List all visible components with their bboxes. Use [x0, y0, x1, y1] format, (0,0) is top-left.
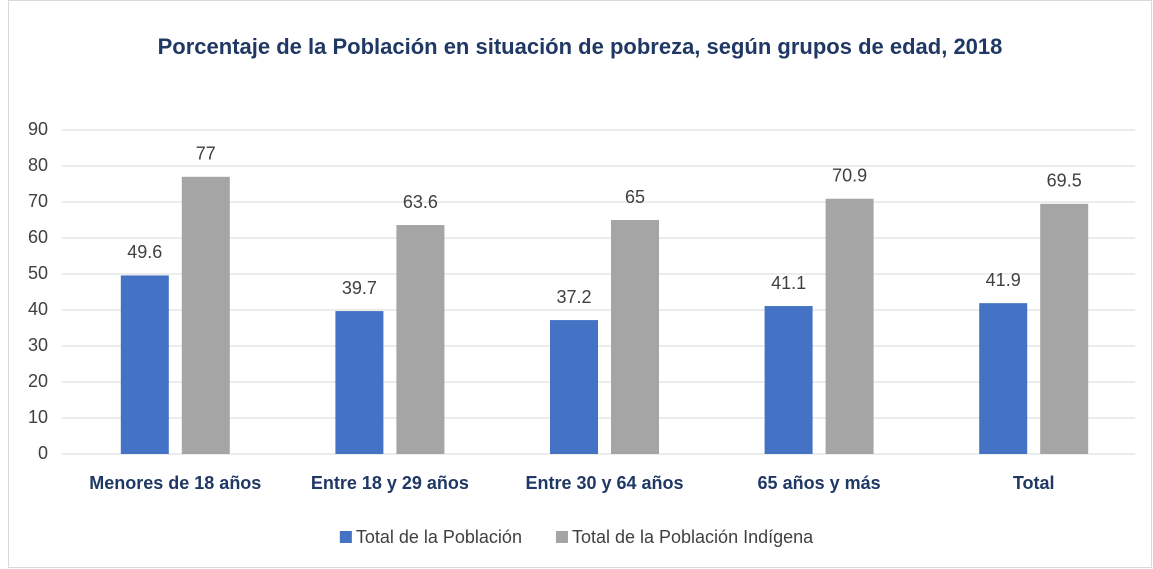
y-tick-label: 30: [28, 335, 48, 355]
legend-swatch: [555, 531, 568, 543]
y-tick-label: 20: [28, 371, 48, 391]
data-label: 70.9: [832, 166, 867, 186]
data-label: 41.1: [771, 273, 806, 293]
y-tick-label: 10: [28, 407, 48, 427]
data-label: 37.2: [556, 287, 591, 307]
y-tick-label: 70: [28, 191, 48, 211]
x-tick-label: Total: [1013, 473, 1055, 493]
bar: [181, 176, 230, 455]
y-tick-label: 60: [28, 227, 48, 247]
bar: [979, 303, 1028, 454]
bar: [825, 198, 874, 454]
y-tick-label: 0: [38, 443, 48, 463]
y-tick-label: 50: [28, 263, 48, 283]
legend-swatch: [339, 531, 352, 543]
data-label: 41.9: [986, 270, 1021, 290]
bar: [120, 275, 169, 454]
data-label: 69.5: [1047, 171, 1082, 191]
data-label: 65: [625, 187, 645, 207]
x-tick-label: Entre 30 y 64 años: [525, 473, 683, 493]
x-tick-label: 65 años y más: [758, 473, 881, 493]
legend-label: Total de la Población: [356, 527, 522, 547]
bar: [611, 220, 659, 454]
data-label: 63.6: [403, 192, 438, 212]
x-tick-label: Entre 18 y 29 años: [311, 473, 469, 493]
y-tick-label: 40: [28, 299, 48, 319]
y-tick-label: 90: [28, 119, 48, 139]
bar: [396, 225, 445, 454]
bar: [550, 320, 598, 454]
bar: [335, 311, 384, 454]
chart-title: Porcentaje de la Población en situación …: [157, 34, 1003, 59]
data-label: 77: [196, 144, 216, 164]
data-label: 49.6: [127, 242, 162, 262]
bar: [1040, 203, 1089, 454]
legend-label: Total de la Población Indígena: [572, 527, 814, 547]
bar: [764, 306, 813, 454]
chart-border: [8, 0, 1152, 568]
y-tick-label: 80: [28, 155, 48, 175]
x-tick-label: Menores de 18 años: [89, 473, 261, 493]
data-label: 39.7: [342, 278, 377, 298]
